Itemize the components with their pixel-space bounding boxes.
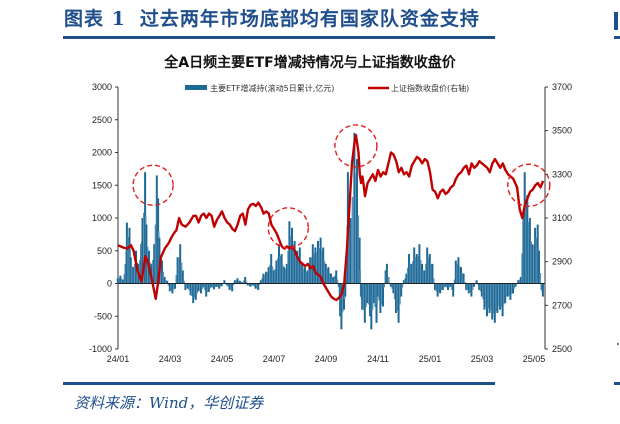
left-tick-label: 3000	[92, 82, 112, 92]
highlight-circle	[267, 207, 309, 249]
x-tick-label: 25/01	[419, 354, 442, 364]
x-tick-label: 25/05	[523, 354, 546, 364]
left-tick-label: 0	[107, 279, 112, 289]
right-tick-label: 3500	[552, 126, 572, 136]
left-axis: 3000 2500 2000 1500 1000 500 0 -500 -1000	[89, 82, 119, 354]
x-tick-label: 25/03	[471, 354, 494, 364]
left-tick-label: 1500	[92, 180, 112, 190]
chart-title: 全A日频主要ETF增减持情况与上证指数收盘价	[164, 55, 456, 71]
figure-title: 图表 1 过去两年市场底部均有国家队资金支持	[64, 4, 480, 34]
right-tick-label: 2700	[552, 300, 572, 310]
x-tick-label: 24/11	[367, 354, 389, 364]
etf-flow-bars	[116, 132, 544, 330]
right-tick-label: 2900	[552, 257, 572, 267]
top-rule-adjacent	[614, 36, 620, 39]
x-axis: 24/01 24/03 24/05 24/07 24/09 24/11 25/01 25/03…	[107, 354, 546, 364]
source-note: 资料来源：Wind，华创证券	[74, 394, 264, 412]
left-tick-label: 2000	[92, 148, 112, 158]
highlight-circle	[507, 163, 551, 207]
legend-bar-swatch	[185, 85, 207, 90]
right-tick-label: 2500	[552, 344, 572, 354]
x-tick-label: 24/07	[263, 354, 286, 364]
bottom-rule	[63, 382, 495, 385]
highlight-circle	[334, 124, 378, 168]
bottom-rule-adjacent	[614, 382, 620, 385]
legend-line-label: 上证指数收盘价(右轴)	[391, 83, 469, 93]
highlight-circle	[132, 164, 174, 206]
top-rule	[63, 36, 495, 39]
figure-number: 图表 1	[64, 8, 126, 30]
left-tick-label: -500	[94, 311, 112, 321]
left-tick-label: 500	[97, 246, 112, 256]
figure-title-text: 过去两年市场底部均有国家队资金支持	[139, 8, 480, 30]
left-tick-label: 1000	[92, 213, 112, 223]
adjacent-figure-mark	[617, 343, 619, 345]
x-tick-label: 24/05	[211, 354, 234, 364]
right-tick-label: 3700	[552, 82, 572, 92]
x-tick-label: 24/03	[159, 354, 182, 364]
legend-bar-label: 主要ETF增减持(滚动5日累计,亿元)	[210, 83, 334, 93]
left-tick-label: -1000	[89, 344, 112, 354]
chart-legend: 主要ETF增减持(滚动5日累计,亿元) 上证指数收盘价(右轴)	[185, 83, 469, 93]
sse-index-line	[117, 133, 545, 302]
right-tick-label: 3300	[552, 169, 572, 179]
x-tick-label: 24/01	[107, 354, 130, 364]
left-tick-label: 2500	[92, 115, 112, 125]
adjacent-figure-edge	[614, 12, 618, 30]
x-tick-label: 24/09	[315, 354, 338, 364]
right-axis: 3700 3500 3300 3100 2900 2700 2500	[544, 82, 572, 354]
right-tick-label: 3100	[552, 213, 572, 223]
